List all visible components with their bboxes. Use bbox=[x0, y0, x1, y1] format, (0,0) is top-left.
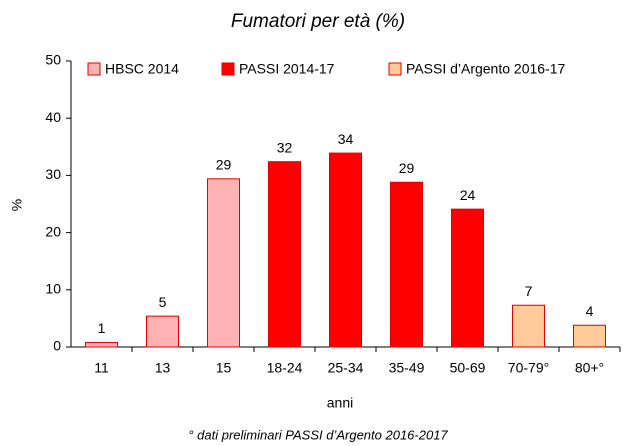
x-tick-label: 50-69 bbox=[450, 360, 486, 376]
legend-swatch bbox=[388, 62, 402, 76]
bar bbox=[85, 341, 118, 348]
x-tick-label: 25-34 bbox=[328, 360, 364, 376]
value-label: 4 bbox=[586, 303, 594, 319]
bar bbox=[268, 161, 301, 348]
value-label: 34 bbox=[338, 131, 354, 147]
y-tick-label: 20 bbox=[45, 223, 61, 239]
bar bbox=[512, 304, 545, 348]
y-tick-label: 10 bbox=[45, 281, 61, 297]
legend-label: HBSC 2014 bbox=[105, 61, 179, 77]
legend-swatch bbox=[87, 62, 101, 76]
value-label: 7 bbox=[525, 283, 533, 299]
bar bbox=[390, 181, 423, 348]
legend-label: PASSI 2014-17 bbox=[239, 61, 335, 77]
value-label: 5 bbox=[159, 294, 167, 310]
bar bbox=[451, 208, 484, 348]
value-label: 29 bbox=[399, 160, 415, 176]
bar bbox=[146, 315, 179, 348]
bar bbox=[329, 152, 362, 348]
footnote: ° dati preliminari PASSI d’Argento 2016-… bbox=[188, 427, 448, 442]
value-label: 32 bbox=[277, 139, 293, 155]
chart-title: Fumatori per età (%) bbox=[231, 11, 405, 32]
value-label: 24 bbox=[460, 187, 476, 203]
bar bbox=[573, 324, 606, 348]
legend-label: PASSI d’Argento 2016-17 bbox=[406, 61, 566, 77]
x-tick-label: 15 bbox=[216, 360, 232, 376]
x-tick-label: 13 bbox=[155, 360, 171, 376]
x-tick-label: 35-49 bbox=[389, 360, 425, 376]
x-tick-label: 18-24 bbox=[267, 360, 303, 376]
x-axis-label: anni bbox=[327, 395, 353, 411]
y-axis-label: % bbox=[9, 199, 25, 211]
legend-swatch bbox=[221, 62, 235, 76]
y-tick-label: 30 bbox=[45, 166, 61, 182]
value-label: 29 bbox=[216, 157, 232, 173]
bar bbox=[207, 178, 240, 348]
x-tick-label: 70-79° bbox=[508, 360, 549, 376]
x-tick-label: 11 bbox=[94, 360, 109, 376]
value-label: 1 bbox=[98, 320, 106, 336]
y-tick-label: 0 bbox=[53, 338, 61, 354]
y-tick-label: 40 bbox=[45, 109, 61, 125]
x-tick-label: 80+° bbox=[575, 360, 604, 376]
y-tick-label: 50 bbox=[45, 52, 61, 68]
